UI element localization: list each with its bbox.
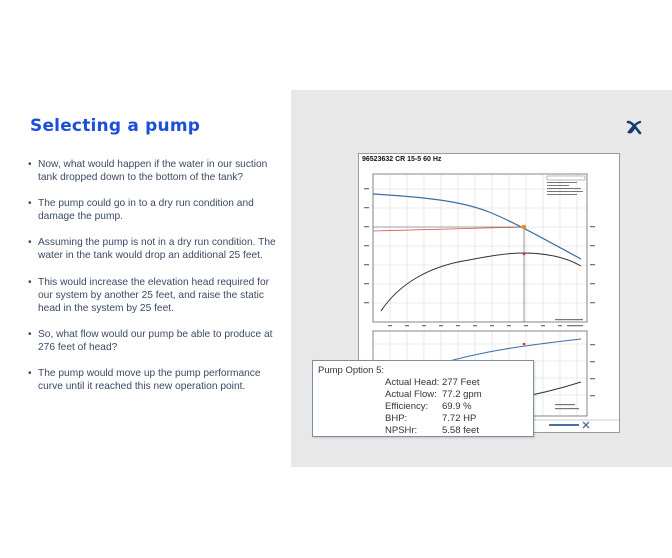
head-curve bbox=[372, 193, 582, 260]
row-value: 7.72 HP bbox=[442, 413, 477, 424]
row-label: BHP: bbox=[385, 413, 408, 424]
callout-title: Pump Option 5: bbox=[318, 365, 385, 376]
row-label: Efficiency: bbox=[385, 401, 429, 412]
bullet-item: Assuming the pump is not in a dry run co… bbox=[28, 236, 278, 262]
efficiency-row: Efficiency: 69.9 % bbox=[385, 401, 472, 412]
bhp-row: BHP: 7.72 HP bbox=[385, 413, 476, 424]
row-value: 77.2 gpm bbox=[442, 389, 482, 400]
row-label: NPSHr: bbox=[385, 425, 418, 436]
slide-title: Selecting a pump bbox=[30, 116, 201, 136]
bullet-item: So, what flow would our pump be able to … bbox=[28, 328, 278, 354]
row-value: 69.9 % bbox=[442, 401, 472, 412]
bullet-item: This would increase the elevation head r… bbox=[28, 276, 278, 315]
actual-flow-row: Actual Flow: 77.2 gpm bbox=[385, 389, 482, 400]
row-value: 277 Feet bbox=[442, 377, 480, 388]
actual-head-row: Actual Head: 277 Feet bbox=[385, 377, 480, 388]
bullet-list: Now, what would happen if the water in o… bbox=[28, 158, 278, 406]
npshr-row: NPSHr: 5.58 feet bbox=[385, 425, 479, 436]
bullet-item: Now, what would happen if the water in o… bbox=[28, 158, 278, 184]
chart-title: 96523632 CR 15-5 60 Hz bbox=[362, 156, 442, 163]
bullet-item: The pump would move up the pump performa… bbox=[28, 367, 278, 393]
bullet-item: The pump could go in to a dry run condit… bbox=[28, 197, 278, 223]
pump-curve-plot bbox=[359, 173, 621, 429]
operating-point bbox=[521, 224, 527, 230]
row-value: 5.58 feet bbox=[442, 425, 479, 436]
grundfos-x-logo-icon bbox=[626, 120, 642, 135]
pump-option-callout: Pump Option 5: Actual Head: 277 Feet Actu… bbox=[312, 360, 534, 437]
system-curve bbox=[372, 226, 525, 232]
row-label: Actual Head: bbox=[385, 377, 440, 388]
row-label: Actual Flow: bbox=[385, 389, 437, 400]
efficiency-curve bbox=[380, 252, 582, 312]
grundfos-footer-logo bbox=[549, 421, 590, 429]
